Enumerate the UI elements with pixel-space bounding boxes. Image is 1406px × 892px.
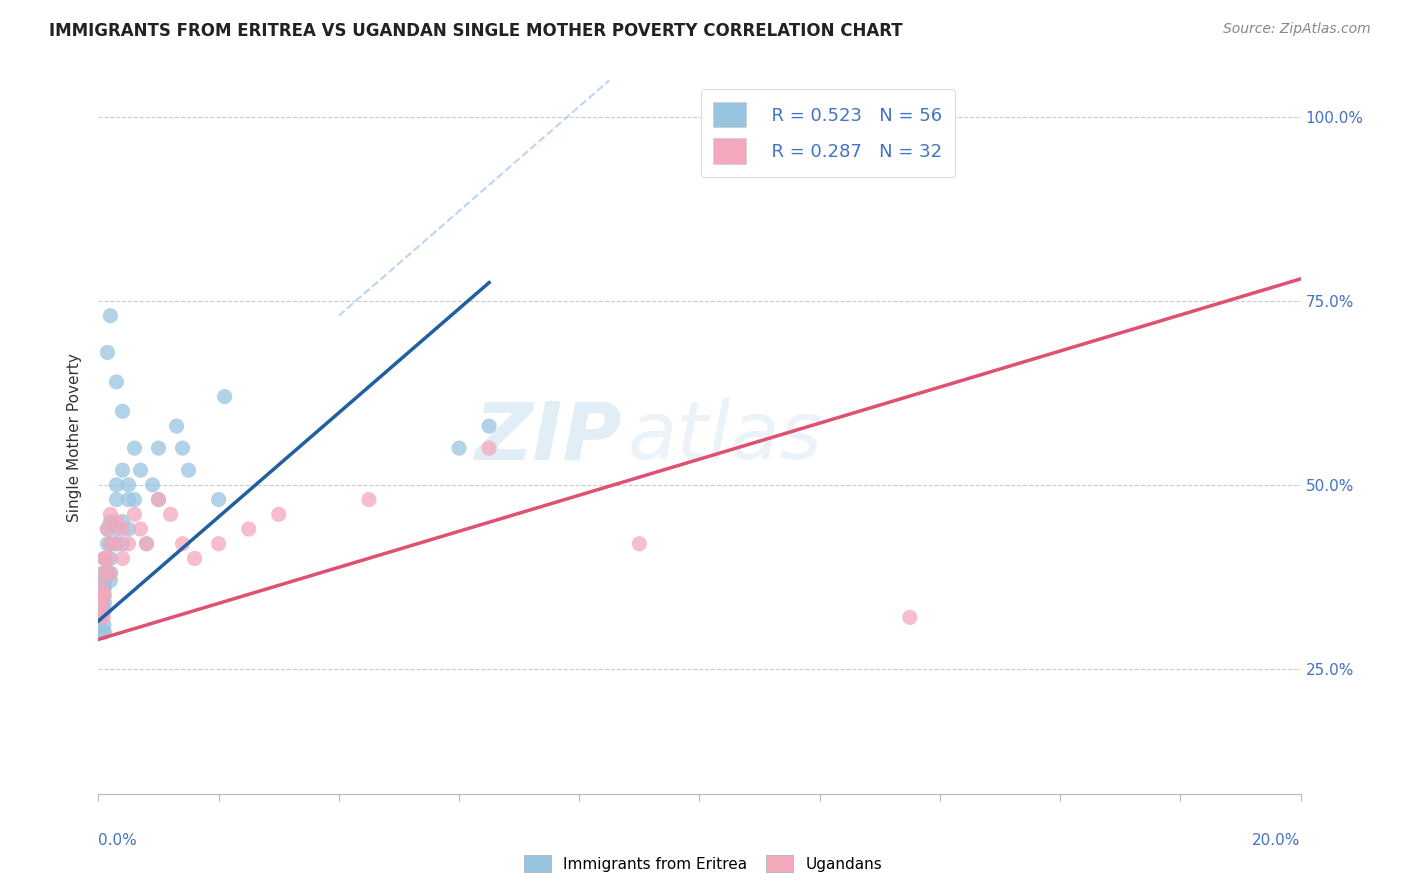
Point <box>166 419 188 434</box>
Point <box>238 522 260 536</box>
Point <box>93 625 115 640</box>
Point <box>124 492 146 507</box>
Point <box>898 610 921 624</box>
Point <box>100 566 122 581</box>
Point <box>91 581 114 595</box>
Point <box>100 574 122 588</box>
Text: atlas: atlas <box>627 398 823 476</box>
Point <box>90 603 112 617</box>
Point <box>447 441 470 455</box>
Point <box>208 537 231 551</box>
Point <box>93 574 115 588</box>
Point <box>90 596 112 610</box>
Point <box>267 508 290 522</box>
Point <box>105 522 128 536</box>
Point <box>93 581 115 595</box>
Point <box>177 463 200 477</box>
Point <box>96 522 118 536</box>
Point <box>100 515 122 529</box>
Point <box>89 588 111 602</box>
Text: 0.0%: 0.0% <box>98 833 138 848</box>
Point <box>111 515 134 529</box>
Point <box>117 492 139 507</box>
Text: Source: ZipAtlas.com: Source: ZipAtlas.com <box>1223 22 1371 37</box>
Point <box>159 508 181 522</box>
Point <box>111 537 134 551</box>
Point <box>183 551 205 566</box>
Point <box>478 441 501 455</box>
Point <box>93 551 115 566</box>
Point <box>148 441 170 455</box>
Point <box>96 566 118 581</box>
Point <box>117 478 139 492</box>
Point <box>148 492 170 507</box>
Point <box>90 581 112 595</box>
Point <box>208 492 231 507</box>
Point <box>172 537 194 551</box>
Point <box>93 603 115 617</box>
Point <box>96 551 118 566</box>
Point <box>89 610 111 624</box>
Point <box>96 345 118 359</box>
Point <box>91 610 114 624</box>
Point <box>90 603 112 617</box>
Point <box>148 492 170 507</box>
Point <box>105 515 128 529</box>
Point <box>124 441 146 455</box>
Point <box>117 537 139 551</box>
Legend:   R = 0.523   N = 56,   R = 0.287   N = 32: R = 0.523 N = 56, R = 0.287 N = 32 <box>700 89 955 177</box>
Point <box>105 375 128 389</box>
Point <box>91 566 114 581</box>
Point <box>129 522 152 536</box>
Point <box>135 537 157 551</box>
Point <box>93 588 115 602</box>
Point <box>357 492 380 507</box>
Point <box>89 603 111 617</box>
Point <box>93 617 115 632</box>
Point <box>135 537 157 551</box>
Point <box>111 551 134 566</box>
Point <box>100 551 122 566</box>
Point <box>117 522 139 536</box>
Point <box>111 463 134 477</box>
Point <box>628 537 651 551</box>
Point <box>93 566 115 581</box>
Point <box>91 625 114 640</box>
Point <box>89 588 111 602</box>
Point <box>111 522 134 536</box>
Point <box>91 588 114 602</box>
Point <box>100 537 122 551</box>
Point <box>100 309 122 323</box>
Point <box>111 404 134 418</box>
Point <box>100 508 122 522</box>
Point <box>96 537 118 551</box>
Point <box>91 596 114 610</box>
Point <box>214 390 236 404</box>
Point <box>105 492 128 507</box>
Point <box>91 596 114 610</box>
Point <box>129 463 152 477</box>
Point <box>172 441 194 455</box>
Text: IMMIGRANTS FROM ERITREA VS UGANDAN SINGLE MOTHER POVERTY CORRELATION CHART: IMMIGRANTS FROM ERITREA VS UGANDAN SINGL… <box>49 22 903 40</box>
Point <box>141 478 163 492</box>
Point <box>90 581 112 595</box>
Y-axis label: Single Mother Poverty: Single Mother Poverty <box>67 352 83 522</box>
Point <box>124 508 146 522</box>
Point <box>93 551 115 566</box>
Point <box>91 610 114 624</box>
Text: ZIP: ZIP <box>474 398 621 476</box>
Point <box>105 537 128 551</box>
Point <box>478 419 501 434</box>
Legend: Immigrants from Eritrea, Ugandans: Immigrants from Eritrea, Ugandans <box>516 847 890 880</box>
Point <box>96 522 118 536</box>
Point <box>105 478 128 492</box>
Point <box>100 537 122 551</box>
Point <box>93 588 115 602</box>
Text: 20.0%: 20.0% <box>1253 833 1301 848</box>
Point <box>100 566 122 581</box>
Point <box>105 537 128 551</box>
Point <box>93 596 115 610</box>
